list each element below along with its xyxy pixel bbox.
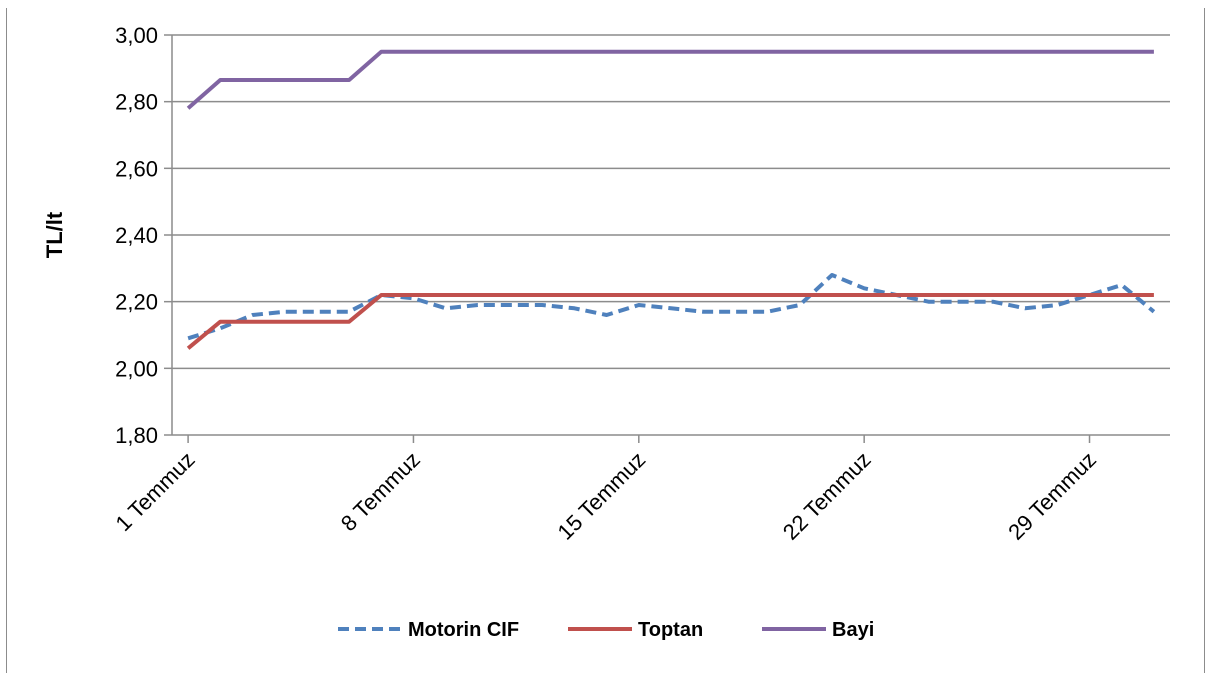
y-tick-label: 2,20 <box>115 290 158 315</box>
legend-label: Motorin CIF <box>408 619 519 641</box>
y-axis-label: TL/lt <box>42 211 67 258</box>
gridlines <box>172 34 1170 370</box>
axes <box>164 34 1170 443</box>
series-lines <box>186 49 1156 350</box>
y-tick-label: 2,00 <box>115 356 158 381</box>
legend-label: Toptan <box>638 619 703 641</box>
series-line-motorin-cif <box>187 273 1156 341</box>
x-tick-label: 22 Temmuz <box>778 447 876 545</box>
series-line-bayi <box>186 49 1154 110</box>
x-tick-label: 29 Temmuz <box>1003 447 1101 545</box>
y-tick-label: 1,80 <box>115 423 158 448</box>
y-tick-label: 2,40 <box>115 223 158 248</box>
series-line-toptan <box>186 293 1154 350</box>
legend-label: Bayi <box>832 619 874 641</box>
x-tick-label: 15 Temmuz <box>553 447 651 545</box>
y-tick-label: 3,00 <box>115 23 158 48</box>
legend: Motorin CIF Toptan Bayi <box>338 619 874 641</box>
x-tick-label: 8 Temmuz <box>336 447 425 536</box>
y-tick-label: 2,60 <box>115 156 158 181</box>
y-tick-label: 2,80 <box>115 90 158 115</box>
x-tick-label: 1 Temmuz <box>110 447 199 536</box>
